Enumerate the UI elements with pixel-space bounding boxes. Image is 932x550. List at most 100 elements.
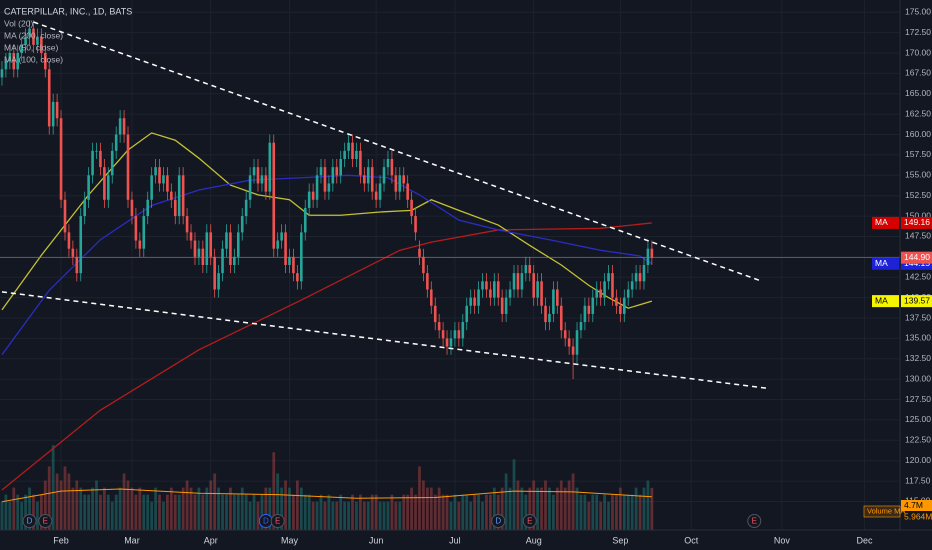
volume-bar <box>595 494 599 530</box>
candle-body <box>240 216 244 233</box>
candle-body <box>374 191 378 200</box>
candle-body <box>493 281 496 298</box>
y-tick-label: 132.50 <box>905 353 931 363</box>
candle-body <box>225 232 228 249</box>
candle-body <box>536 281 539 298</box>
candle-body <box>315 175 319 200</box>
candle-body <box>252 167 256 176</box>
ma-line <box>1 222 652 491</box>
candle-body <box>87 175 90 200</box>
x-tick-label: Oct <box>684 535 699 545</box>
volume-bar <box>402 494 406 530</box>
ma-line <box>1 132 653 311</box>
candle-body <box>296 273 299 282</box>
candle-body <box>91 150 94 176</box>
y-tick-label: 122.50 <box>905 435 931 445</box>
candle-body <box>99 150 102 168</box>
candle-body <box>292 256 295 274</box>
volume-bar <box>355 501 358 530</box>
candles <box>0 20 654 380</box>
event-label: D <box>27 517 33 526</box>
volume-bar <box>386 501 390 530</box>
volume-bar <box>225 494 228 530</box>
volume-bar <box>481 501 484 530</box>
volume-bar <box>150 501 154 530</box>
y-tick-label: 165.00 <box>905 88 931 98</box>
volume-bar <box>106 494 110 530</box>
candle-body <box>264 175 268 192</box>
x-tick-label: Feb <box>53 535 69 545</box>
volume-bar <box>292 494 295 530</box>
volume-bar <box>307 494 311 530</box>
volume-bar <box>599 501 603 530</box>
candle-body <box>528 265 532 274</box>
candle-body <box>378 183 382 200</box>
candle-body <box>556 289 559 306</box>
volume-bar <box>433 494 437 530</box>
volume-pane <box>0 445 654 530</box>
volume-bar <box>453 494 457 530</box>
volume-bar <box>500 487 504 530</box>
candle-body <box>75 256 79 274</box>
y-tick-label: 147.50 <box>905 231 931 241</box>
volume-bar <box>55 473 59 530</box>
volume-bar <box>12 487 16 530</box>
candle-body <box>414 216 417 233</box>
candle-body <box>307 191 311 208</box>
y-tick-label: 170.00 <box>905 47 931 57</box>
candle-body <box>575 330 579 355</box>
candle-body <box>366 167 370 184</box>
candle-body <box>642 265 646 282</box>
axis-label: 4.7M <box>904 500 923 510</box>
candle-body <box>209 232 213 257</box>
candle-body <box>300 232 303 282</box>
volume-bar <box>465 494 469 530</box>
volume-bar <box>79 487 83 530</box>
volume-bar <box>571 473 575 530</box>
candle-body <box>622 297 626 314</box>
volume-bar <box>4 494 8 530</box>
volume-bar <box>209 480 213 530</box>
volume-bar <box>630 494 634 530</box>
volume-bar <box>626 494 630 530</box>
y-tick-label: 162.50 <box>905 108 931 118</box>
volume-bar <box>378 501 382 530</box>
volume-bar <box>575 487 579 530</box>
y-tick-label: 175.00 <box>905 6 931 16</box>
volume-bar <box>197 487 201 530</box>
axis-label-box <box>901 251 932 264</box>
candle-body <box>508 289 512 298</box>
candle-body <box>650 248 654 258</box>
volume-bar <box>603 494 606 530</box>
candle-body <box>162 175 165 184</box>
candle-body <box>59 118 63 200</box>
volume-bar <box>512 459 516 530</box>
volume-bar <box>331 501 335 530</box>
volume-bar <box>264 487 268 530</box>
candle-body <box>453 330 457 339</box>
volume-bar <box>327 494 331 530</box>
candle-body <box>615 297 618 306</box>
y-tick-label: 152.50 <box>905 190 931 200</box>
volume-bar <box>638 494 642 530</box>
y-tick-label: 135.00 <box>905 333 931 343</box>
y-tick-label: 150.00 <box>905 210 931 220</box>
candle-body <box>619 305 622 314</box>
volume-bar <box>83 494 87 530</box>
volume-bar <box>362 501 366 530</box>
y-tick-label: 125.00 <box>905 414 931 424</box>
candle-body <box>516 273 520 290</box>
candle-body <box>51 101 55 127</box>
volume-bar <box>240 487 244 530</box>
candle-body <box>303 207 307 233</box>
trendline <box>33 21 763 283</box>
candle-body <box>563 330 567 339</box>
axis-label-box <box>901 295 932 308</box>
axes: 115.00117.50120.00122.50125.00127.50130.… <box>53 6 932 545</box>
volume-bar <box>390 494 394 530</box>
candle-body <box>130 199 134 217</box>
event-marker <box>38 514 53 528</box>
x-tick-label: Apr <box>204 535 218 545</box>
volume-bar <box>217 487 220 530</box>
